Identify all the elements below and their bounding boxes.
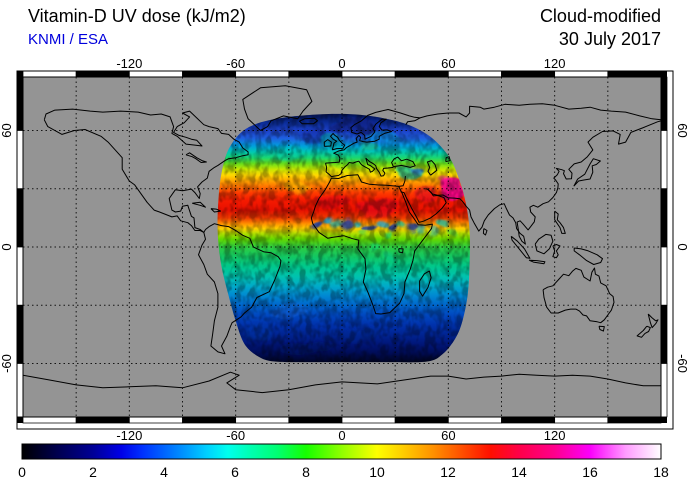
lat-tick-label-left: 0 <box>0 243 14 250</box>
lon-tick-label-bottom: -60 <box>226 428 245 443</box>
uv-data-swath <box>217 113 470 363</box>
lat-tick-label-left: 60 <box>0 123 14 137</box>
data-source: KNMI / ESA <box>28 31 109 48</box>
coastlines <box>23 85 661 394</box>
colorbar-gradient <box>21 443 662 460</box>
axis-labels: -120 -120 -60 -60 0 0 60 60 120 120 60 60 0 0 -60 -60 <box>0 56 688 443</box>
colorbar-tick-label: 8 <box>302 464 310 480</box>
lat-tick-label-right: -60 <box>675 354 688 373</box>
colorbar-tick-label: 4 <box>160 464 168 480</box>
lon-tick-label-bottom: 0 <box>338 428 345 443</box>
lat-tick-label-left: -60 <box>0 354 14 373</box>
lon-tick-label-top: 0 <box>338 56 345 71</box>
lon-tick-label-top: -120 <box>116 56 142 71</box>
page-title: Vitamin-D UV dose (kJ/m2) <box>28 6 246 26</box>
colorbar-tick-label: 10 <box>369 464 385 480</box>
colorbar-tick-label: 6 <box>231 464 239 480</box>
lat-tick-label-right: 0 <box>675 243 688 250</box>
lat-tick-label-right: 60 <box>675 123 688 137</box>
colorbar: 0 2 4 6 8 10 12 14 16 18 <box>18 443 669 480</box>
colorbar-tick-label: 16 <box>582 464 598 480</box>
lon-tick-label-top: -60 <box>226 56 245 71</box>
product-type: Cloud-modified <box>539 6 661 26</box>
lon-tick-label-bottom: 60 <box>441 428 455 443</box>
colorbar-tick-label: 18 <box>653 464 669 480</box>
map-body <box>23 77 661 417</box>
map-frame <box>16 70 674 430</box>
product-date: 30 July 2017 <box>558 29 661 49</box>
colorbar-tick-label: 0 <box>18 464 26 480</box>
lon-tick-label-top: 120 <box>544 56 566 71</box>
graticule <box>23 77 661 417</box>
lon-tick-label-bottom: -120 <box>116 428 142 443</box>
lon-tick-label-top: 60 <box>441 56 455 71</box>
colorbar-tick-label: 12 <box>440 464 456 480</box>
lon-tick-label-bottom: 120 <box>544 428 566 443</box>
colorbar-tick-label: 2 <box>89 464 97 480</box>
colorbar-tick-label: 14 <box>511 464 527 480</box>
